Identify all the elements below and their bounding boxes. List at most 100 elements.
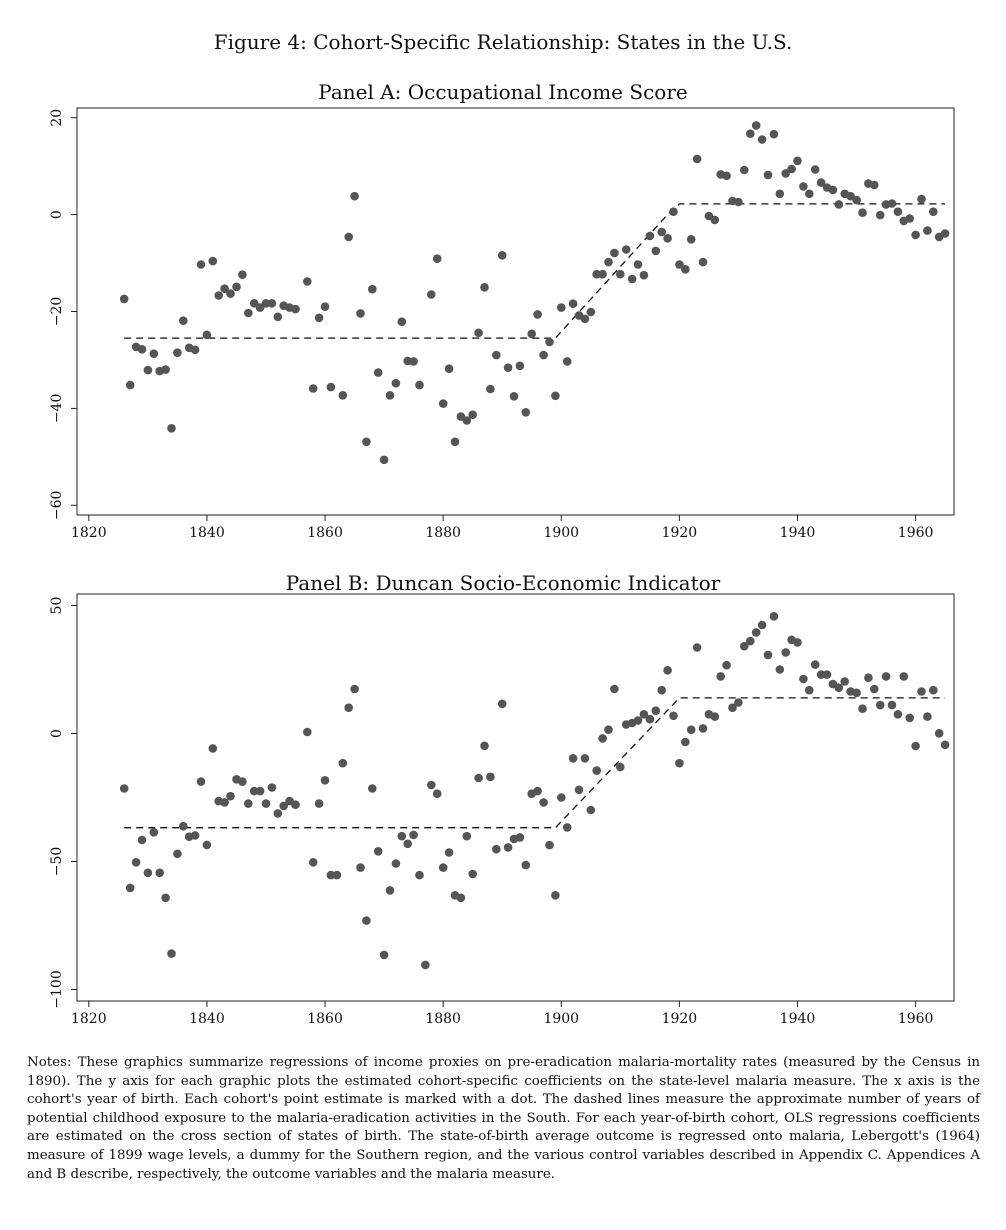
figure-notes: Notes: These graphics summarize regressi… (27, 1055, 980, 1182)
cohort-point (698, 724, 708, 733)
cohort-point (822, 670, 832, 679)
cohort-point (515, 833, 525, 842)
x-tick-label: 1940 (780, 1011, 816, 1027)
cohort-point (858, 704, 867, 713)
cohort-point (781, 169, 790, 178)
cohort-point (456, 893, 466, 903)
cohort-point (415, 380, 424, 390)
cohort-point (308, 384, 318, 393)
cohort-point (810, 165, 820, 174)
cohort-point (598, 269, 607, 279)
cohort-point (261, 799, 271, 808)
cohort-point (462, 416, 472, 425)
cohort-point (226, 791, 235, 801)
cohort-point (669, 711, 678, 721)
cohort-point (379, 455, 389, 465)
cohort-point (887, 199, 897, 208)
x-tick-label: 1840 (189, 525, 225, 541)
cohort-point (373, 847, 383, 856)
cohort-point (551, 891, 560, 900)
x-tick-label: 1840 (189, 1011, 225, 1027)
cohort-point (468, 869, 478, 879)
cohort-point (362, 437, 371, 447)
cohort-point (557, 793, 566, 802)
cohort-point (155, 868, 164, 878)
cohort-point (515, 361, 525, 371)
cohort-point (929, 207, 938, 216)
cohort-point (350, 191, 359, 201)
cohort-point (722, 660, 731, 670)
cohort-point (255, 303, 265, 312)
exposure-dashed-line (124, 203, 946, 339)
cohort-point (633, 260, 643, 269)
cohort-point (161, 365, 170, 374)
x-tick-label: 1900 (543, 525, 579, 541)
cohort-point (681, 737, 690, 747)
cohort-point (196, 260, 206, 269)
exposure-dashed-line (124, 697, 946, 829)
cohort-point (202, 330, 212, 340)
cohort-point (444, 364, 454, 374)
cohort-point (314, 313, 324, 323)
cohort-point (810, 660, 820, 669)
cohort-point (621, 245, 631, 254)
cohort-point (586, 805, 596, 815)
cohort-point (119, 784, 129, 793)
cohort-point (249, 786, 259, 796)
cohort-point (716, 672, 725, 681)
cohort-point (911, 741, 920, 751)
cohort-point (432, 789, 442, 798)
cohort-point (645, 231, 655, 241)
cohort-point (149, 349, 159, 359)
cohort-point (592, 766, 601, 775)
cohort-point (728, 703, 737, 712)
cohort-point (409, 357, 418, 366)
y-tick-label: 50 (49, 597, 65, 615)
cohort-point (173, 348, 182, 358)
cohort-point (143, 868, 153, 878)
cohort-point (167, 424, 176, 433)
cohort-point (214, 291, 223, 300)
cohort-point (740, 641, 749, 651)
cohort-point (657, 227, 666, 237)
figure-title: Figure 4: Cohort-Specific Relationship: … (213, 30, 793, 54)
cohort-point (610, 684, 619, 694)
cohort-point (438, 399, 448, 408)
charts-canvas: Panel A: Occupational Income Score 1820 1… (49, 80, 955, 1027)
x-tick-label: 1860 (307, 1011, 343, 1027)
cohort-point (710, 215, 720, 225)
cohort-point (545, 337, 554, 347)
cohort-point (137, 345, 147, 354)
cohort-point (698, 257, 708, 267)
cohort-point (468, 410, 478, 420)
cohort-point (816, 178, 826, 187)
cohort-point (480, 283, 489, 292)
cohort-point (604, 257, 613, 267)
cohort-point (929, 685, 938, 695)
cohort-point (521, 408, 531, 417)
cohort-point (787, 164, 796, 174)
cohort-point (385, 886, 395, 895)
cohort-point (775, 665, 785, 674)
cohort-point (403, 839, 413, 849)
cohort-point (692, 643, 702, 652)
cohort-point (533, 786, 542, 796)
cohort-point (893, 710, 903, 719)
cohort-point (397, 317, 407, 327)
cohort-point (934, 729, 944, 738)
cohort-point (562, 823, 572, 832)
cohort-point (462, 831, 472, 841)
cohort-point (480, 741, 489, 751)
cohort-point (710, 712, 720, 721)
cohort-point (344, 703, 354, 712)
cohort-point (734, 698, 743, 707)
cohort-point (616, 269, 625, 279)
cohort-point (255, 786, 265, 796)
cohort-point (167, 949, 176, 958)
y-tick-label: 0 (49, 210, 65, 219)
cohort-point (828, 185, 838, 195)
cohort-point (232, 282, 241, 292)
cohort-point (131, 858, 141, 867)
cohort-point (870, 180, 879, 190)
panel-b-title: Panel B: Duncan Socio-Economic Indicator (286, 571, 721, 595)
